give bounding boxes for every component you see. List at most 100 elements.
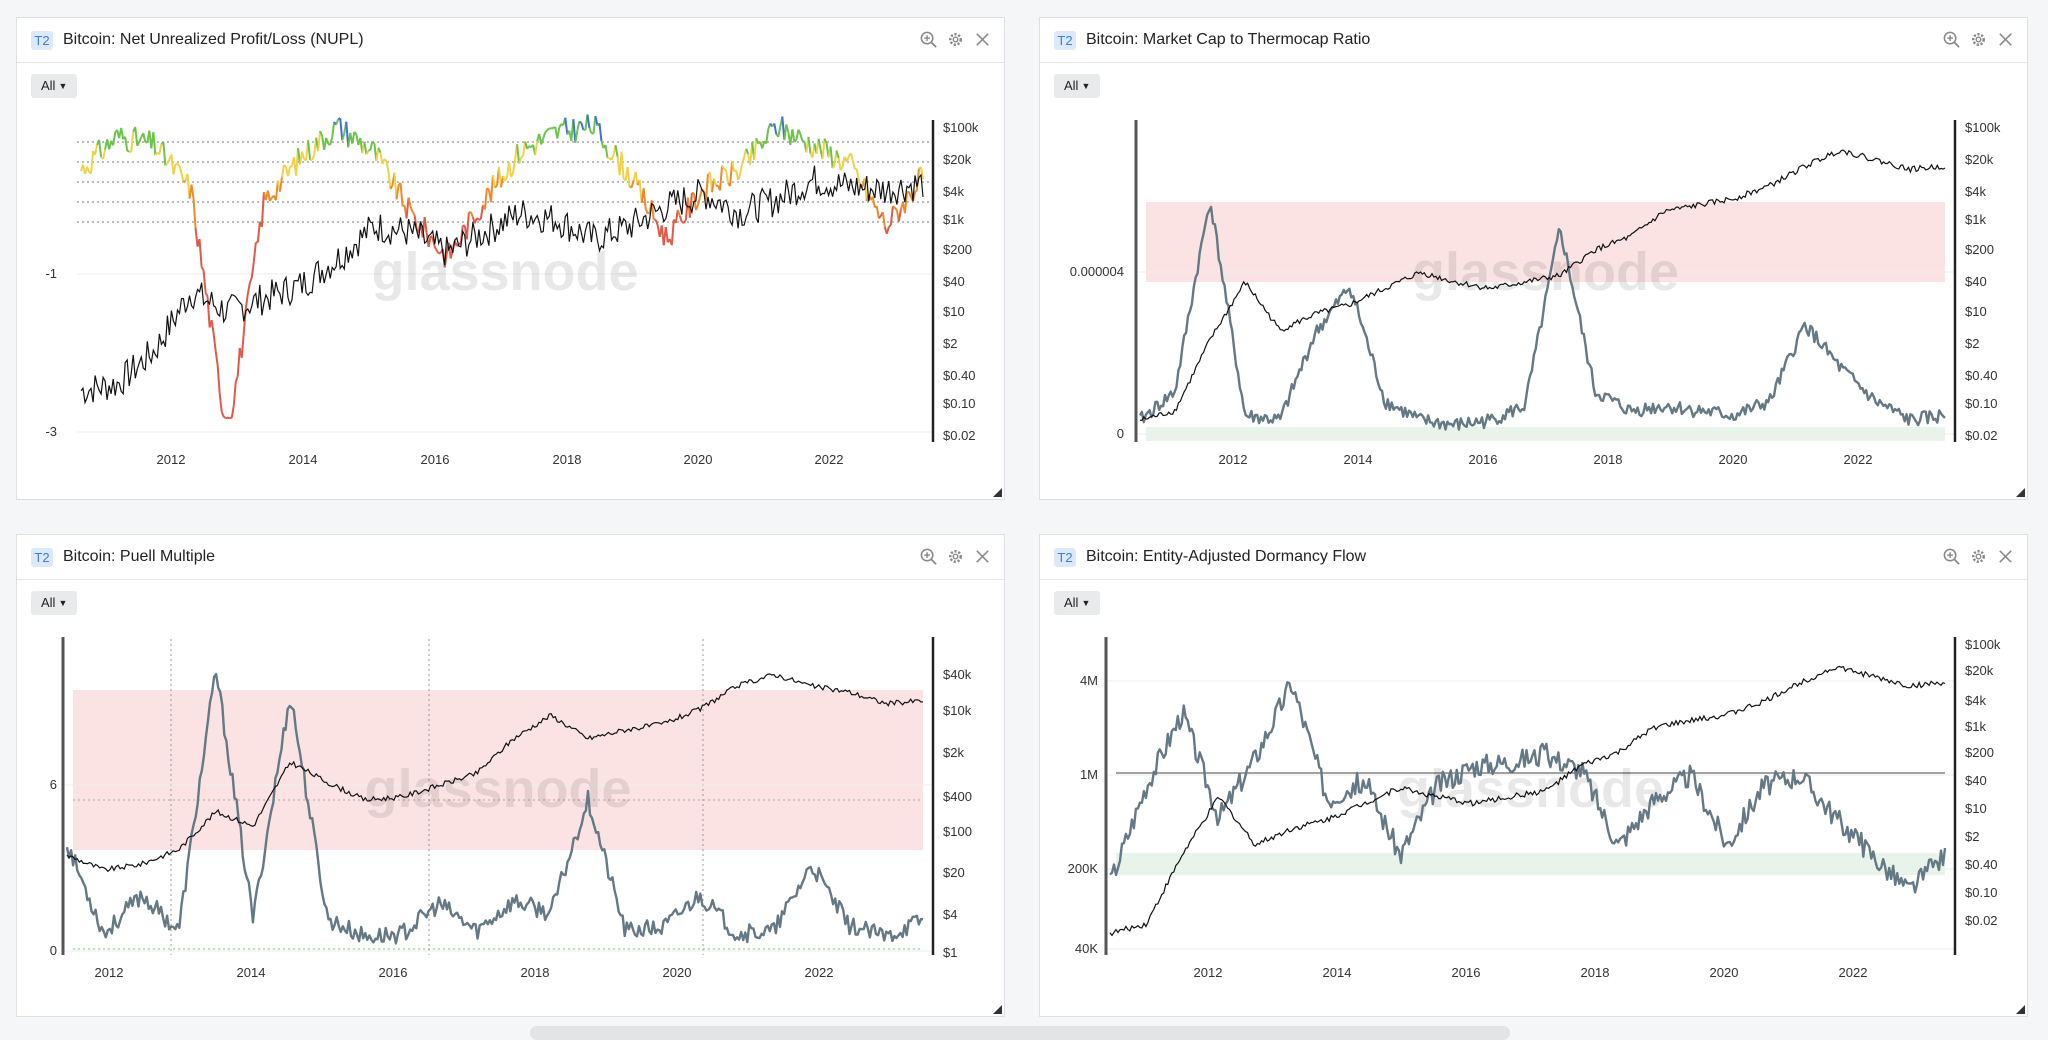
nupl-segment	[153, 132, 155, 155]
y-left-tick-label: 40K	[1075, 941, 1098, 956]
nupl-segment	[732, 161, 734, 171]
nupl-segment	[481, 205, 483, 219]
nupl-segment	[200, 239, 202, 267]
y-left-tick-label: -3	[45, 424, 57, 439]
nupl-segment	[336, 119, 338, 125]
nupl-segment	[742, 157, 744, 164]
resize-handle[interactable]	[2016, 488, 2025, 497]
nupl-segment	[232, 406, 234, 418]
y-right-tick-label: $100k	[943, 120, 979, 135]
nupl-segment	[706, 174, 708, 200]
nupl-segment	[487, 188, 489, 189]
nupl-segment	[774, 123, 776, 134]
chart-panel-nupl: T2 Bitcoin: Net Unrealized Profit/Loss (…	[16, 17, 1005, 500]
nupl-segment	[893, 206, 895, 208]
nupl-segment	[236, 376, 238, 382]
nupl-segment	[612, 155, 614, 160]
nupl-segment	[332, 122, 334, 137]
nupl-segment	[853, 159, 855, 168]
chart-panel-thermocap: T2 Bitcoin: Market Cap to Thermocap Rati…	[1039, 17, 2028, 500]
undervalued-zone	[1116, 853, 1945, 875]
nupl-segment	[652, 200, 654, 219]
nupl-segment	[565, 118, 567, 135]
nupl-segment	[543, 132, 545, 138]
nupl-segment	[308, 140, 310, 160]
nupl-segment	[839, 158, 841, 170]
nupl-segment	[605, 145, 607, 158]
nupl-segment	[216, 351, 218, 366]
watermark-text: glassnode	[371, 242, 638, 302]
nupl-segment	[632, 180, 634, 187]
y-right-tick-label: $40	[1965, 773, 1987, 788]
nupl-segment	[547, 129, 549, 130]
nupl-segment	[409, 198, 411, 207]
nupl-segment	[616, 145, 618, 156]
resize-handle[interactable]	[993, 1005, 1002, 1014]
nupl-segment	[224, 417, 226, 418]
nupl-segment	[666, 227, 668, 242]
y-right-tick-label: $2	[1965, 336, 1979, 351]
nupl-segment	[411, 207, 413, 212]
x-tick-label: 2016	[421, 452, 450, 467]
nupl-segment	[252, 262, 254, 278]
x-tick-label: 2018	[521, 965, 550, 980]
nupl-segment	[636, 172, 638, 185]
nupl-segment	[125, 137, 127, 151]
y-right-tick-label: $0.02	[1965, 428, 1998, 443]
nupl-segment	[91, 151, 93, 174]
nupl-segment	[258, 222, 260, 243]
x-tick-label: 2022	[815, 452, 844, 467]
y-left-tick-label: 1M	[1080, 767, 1098, 782]
bottom-scroll-shadow	[530, 1026, 1510, 1040]
nupl-segment	[376, 148, 378, 161]
nupl-segment	[467, 212, 469, 239]
nupl-segment	[678, 210, 680, 216]
chart-panel-puell: T2 Bitcoin: Puell Multiple All▼ glassnod…	[16, 534, 1005, 1017]
resize-handle[interactable]	[993, 488, 1002, 497]
resize-handle[interactable]	[2016, 1005, 2025, 1014]
y-right-tick-label: $0.10	[1965, 885, 1998, 900]
nupl-segment	[280, 178, 282, 192]
nupl-segment	[513, 159, 515, 173]
y-left-tick-label: 4M	[1080, 673, 1098, 688]
nupl-segment	[545, 130, 547, 132]
nupl-segment	[220, 393, 222, 411]
y-right-tick-label: $10k	[943, 703, 972, 718]
nupl-segment	[521, 156, 523, 158]
nupl-segment	[798, 130, 800, 135]
x-tick-label: 2018	[1594, 452, 1623, 467]
nupl-segment	[181, 173, 183, 183]
nupl-segment	[608, 158, 610, 159]
nupl-segment	[282, 165, 284, 177]
nupl-segment	[644, 188, 646, 209]
nupl-segment	[851, 153, 853, 159]
y-right-tick-label: $0.10	[1965, 396, 1998, 411]
nupl-segment	[873, 197, 875, 208]
nupl-segment	[857, 169, 859, 179]
nupl-segment	[579, 122, 581, 123]
nupl-segment	[587, 115, 589, 128]
x-tick-label: 2012	[95, 965, 124, 980]
nupl-segment	[396, 185, 398, 199]
nupl-segment	[103, 149, 105, 158]
nupl-segment	[202, 267, 204, 271]
nupl-segment	[740, 164, 742, 174]
y-left-tick-label: 0.000004	[1070, 264, 1124, 279]
x-tick-label: 2018	[553, 452, 582, 467]
x-tick-label: 2020	[684, 452, 713, 467]
y-right-tick-label: $100	[943, 824, 972, 839]
nupl-segment	[159, 144, 161, 154]
nupl-segment	[738, 174, 740, 180]
nupl-segment	[326, 138, 328, 144]
nupl-segment	[218, 365, 220, 393]
nupl-segment	[575, 130, 577, 142]
nupl-segment	[915, 190, 917, 193]
y-right-tick-label: $100k	[1965, 637, 2001, 652]
nupl-segment	[509, 162, 511, 177]
nupl-segment	[754, 138, 756, 159]
y-right-tick-label: $0.02	[1965, 913, 1998, 928]
nupl-segment	[581, 123, 583, 130]
nupl-segment	[370, 141, 372, 150]
y-right-tick-label: $1k	[943, 212, 964, 227]
